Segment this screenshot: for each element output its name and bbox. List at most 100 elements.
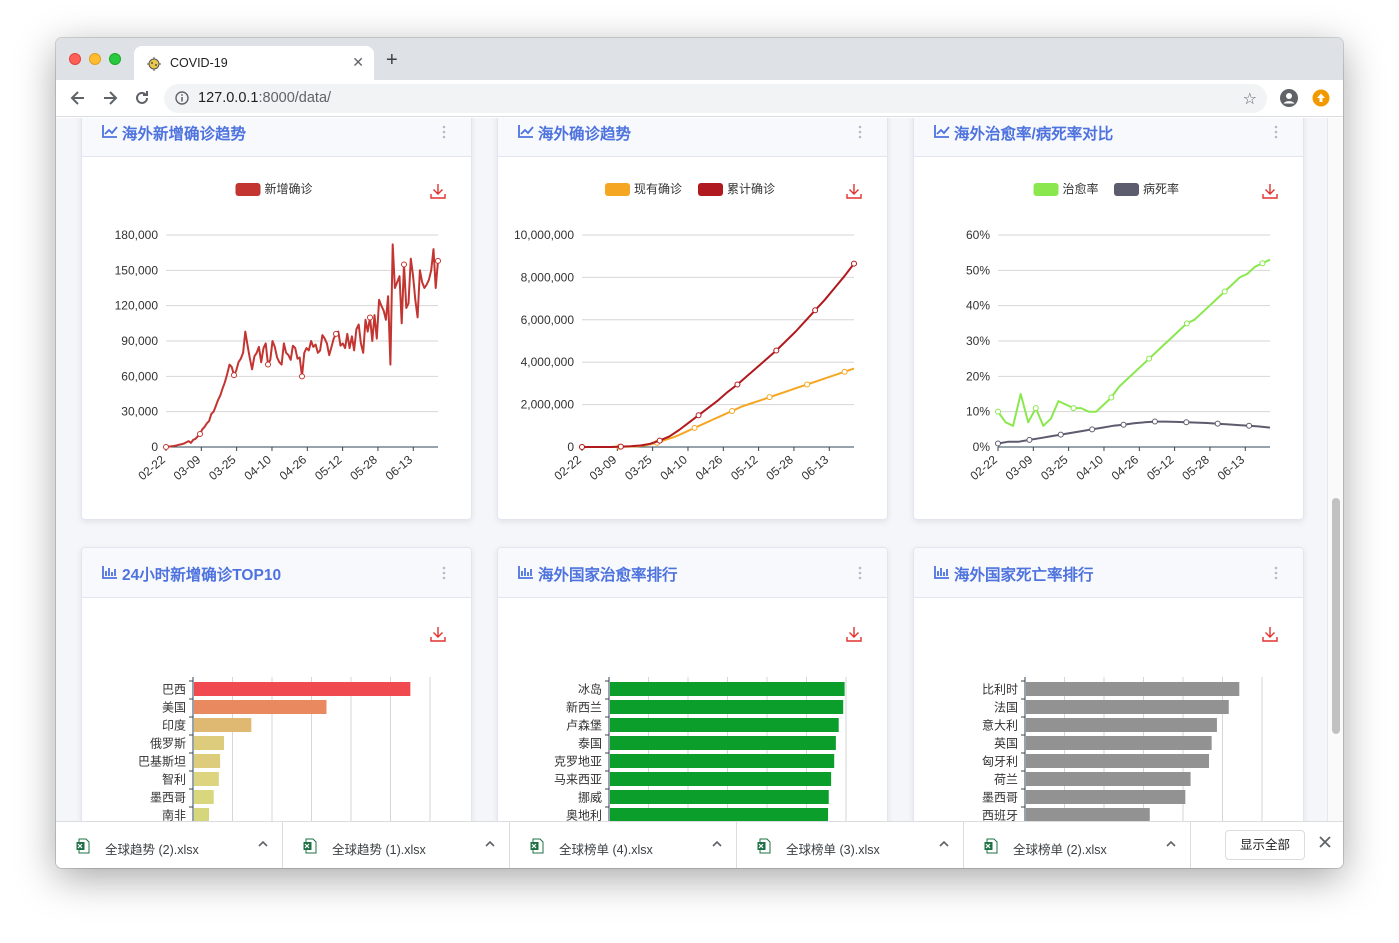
legend-label[interactable]: 新增确诊 xyxy=(265,181,313,196)
bar[interactable] xyxy=(194,718,252,732)
bar[interactable] xyxy=(1026,808,1150,821)
more-options-icon[interactable] xyxy=(1274,125,1278,139)
legend-swatch[interactable] xyxy=(1114,183,1139,196)
data-point[interactable] xyxy=(1214,420,1221,427)
save-image-download-icon[interactable] xyxy=(1262,626,1278,642)
bar[interactable] xyxy=(1026,736,1212,750)
bar[interactable] xyxy=(1026,754,1210,768)
data-point[interactable] xyxy=(766,394,773,401)
bar[interactable] xyxy=(194,808,210,821)
data-point[interactable] xyxy=(734,381,741,388)
data-point[interactable] xyxy=(265,361,271,368)
bar[interactable] xyxy=(610,718,839,732)
show-all-downloads-button[interactable]: 显示全部 xyxy=(1225,830,1305,860)
data-point[interactable] xyxy=(333,330,339,337)
reload-icon[interactable] xyxy=(132,88,152,108)
chevron-up-icon[interactable] xyxy=(257,838,269,850)
bookmark-star-icon[interactable]: ☆ xyxy=(1242,91,1257,108)
tab-covid[interactable]: COVID-19 ✕ xyxy=(134,46,374,80)
data-point[interactable] xyxy=(299,373,305,380)
data-point[interactable] xyxy=(401,261,407,268)
download-item[interactable]: 全球榜单 (2).xlsx xyxy=(964,822,1191,868)
bar[interactable] xyxy=(194,790,214,804)
more-options-icon[interactable] xyxy=(442,125,446,139)
data-point[interactable] xyxy=(1183,320,1190,327)
bar[interactable] xyxy=(610,808,829,821)
bar[interactable] xyxy=(610,736,836,750)
data-point[interactable] xyxy=(995,408,1001,415)
download-item[interactable]: 全球趋势 (1).xlsx xyxy=(283,822,510,868)
data-point[interactable] xyxy=(1089,426,1096,433)
info-icon[interactable] xyxy=(175,91,189,105)
scrollbar[interactable] xyxy=(1327,118,1343,821)
new-tab-button[interactable]: + xyxy=(386,49,398,71)
close-download-shelf-icon[interactable] xyxy=(1318,835,1332,849)
data-point[interactable] xyxy=(695,412,702,419)
data-point[interactable] xyxy=(617,443,624,450)
chevron-up-icon[interactable] xyxy=(938,838,950,850)
bar[interactable] xyxy=(610,700,844,714)
legend-label[interactable]: 现有确诊 xyxy=(634,182,682,196)
save-image-download-icon[interactable] xyxy=(1262,183,1278,199)
data-point[interactable] xyxy=(851,260,857,267)
data-point[interactable] xyxy=(1146,355,1153,362)
bar[interactable] xyxy=(1026,790,1186,804)
data-point[interactable] xyxy=(197,431,203,438)
bar[interactable] xyxy=(1026,700,1229,714)
data-point[interactable] xyxy=(812,307,819,314)
data-point[interactable] xyxy=(1070,405,1077,412)
download-item[interactable]: 全球榜单 (4).xlsx xyxy=(510,822,737,868)
data-point[interactable] xyxy=(1183,419,1190,426)
legend-swatch[interactable] xyxy=(1033,183,1059,196)
data-point[interactable] xyxy=(1221,288,1228,295)
data-point[interactable] xyxy=(367,314,373,321)
data-point[interactable] xyxy=(231,372,237,379)
close-window-button[interactable] xyxy=(69,53,81,65)
save-image-download-icon[interactable] xyxy=(846,183,862,199)
address-bar[interactable]: 127.0.0.1:8000/data/ ☆ xyxy=(164,84,1267,113)
more-options-icon[interactable] xyxy=(442,566,446,580)
save-image-download-icon[interactable] xyxy=(430,183,446,199)
legend-swatch[interactable] xyxy=(605,183,630,196)
data-point[interactable] xyxy=(579,444,585,450)
back-arrow-icon[interactable] xyxy=(68,88,88,108)
bar[interactable] xyxy=(194,736,225,750)
close-tab-icon[interactable]: ✕ xyxy=(352,54,364,70)
maximize-window-button[interactable] xyxy=(109,53,121,65)
chevron-up-icon[interactable] xyxy=(711,838,723,850)
bar[interactable] xyxy=(194,682,411,696)
bar[interactable] xyxy=(610,754,835,768)
bar[interactable] xyxy=(194,772,219,786)
chevron-up-icon[interactable] xyxy=(484,838,496,850)
data-point[interactable] xyxy=(1120,421,1127,428)
legend-swatch[interactable] xyxy=(698,183,723,196)
data-point[interactable] xyxy=(1057,431,1064,438)
download-item[interactable]: 全球榜单 (3).xlsx xyxy=(737,822,964,868)
data-point[interactable] xyxy=(1032,405,1039,412)
download-item[interactable]: 全球趋势 (2).xlsx xyxy=(56,822,283,868)
legend-label[interactable]: 治愈率 xyxy=(1063,181,1099,196)
data-point[interactable] xyxy=(435,257,441,264)
data-point[interactable] xyxy=(804,381,811,388)
more-options-icon[interactable] xyxy=(858,125,862,139)
data-point[interactable] xyxy=(1026,436,1033,443)
bar[interactable] xyxy=(194,700,327,714)
chevron-up-icon[interactable] xyxy=(1165,838,1177,850)
legend-swatch[interactable] xyxy=(235,183,261,196)
bar[interactable] xyxy=(610,772,832,786)
bar[interactable] xyxy=(1026,772,1191,786)
data-point[interactable] xyxy=(1246,422,1253,429)
bar[interactable] xyxy=(610,682,845,696)
data-point[interactable] xyxy=(1259,260,1266,267)
update-arrow-icon[interactable] xyxy=(1312,89,1330,107)
data-point[interactable] xyxy=(1151,418,1158,425)
bar[interactable] xyxy=(194,754,221,768)
data-point[interactable] xyxy=(691,424,698,431)
bar[interactable] xyxy=(610,790,829,804)
data-point[interactable] xyxy=(841,368,848,375)
save-image-download-icon[interactable] xyxy=(846,626,862,642)
bar[interactable] xyxy=(1026,718,1217,732)
data-point[interactable] xyxy=(773,347,780,354)
data-point[interactable] xyxy=(1108,394,1115,401)
minimize-window-button[interactable] xyxy=(89,53,101,65)
